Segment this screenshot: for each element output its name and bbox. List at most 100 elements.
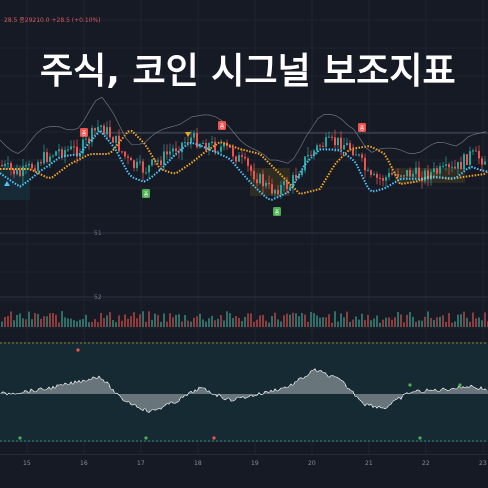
- volume-bar: [25, 319, 27, 327]
- candle-body: [343, 145, 345, 150]
- volume-bar: [475, 318, 477, 327]
- candle-body: [349, 143, 351, 150]
- volume-bar: [199, 313, 201, 327]
- candle-body: [265, 182, 267, 187]
- candle-body: [436, 168, 438, 174]
- candle-body: [307, 154, 309, 157]
- volume-bar: [31, 319, 33, 327]
- volume-bar: [262, 314, 264, 327]
- volume-bar: [340, 313, 342, 327]
- volume-bar: [430, 317, 432, 327]
- candle-body: [238, 155, 240, 162]
- candle-body: [313, 150, 315, 156]
- volume-bar: [367, 314, 369, 327]
- trend-arrow: [185, 132, 191, 137]
- volume-bar: [415, 321, 417, 327]
- volume-bar: [391, 319, 393, 327]
- candle-body: [127, 156, 129, 158]
- sell-signal-label: 종: [82, 131, 87, 137]
- time-label: 18: [194, 460, 202, 467]
- volume-bar: [292, 312, 294, 327]
- candle-body: [22, 166, 24, 176]
- volume-bar: [346, 311, 348, 327]
- volume-bar: [214, 320, 216, 327]
- volume-bar: [61, 311, 63, 327]
- volume-bar: [121, 320, 123, 327]
- volume-bar: [148, 311, 150, 327]
- candle-body: [388, 172, 390, 178]
- candle-body: [211, 141, 213, 144]
- candle-body: [454, 166, 456, 169]
- candle-body: [469, 151, 471, 165]
- candle-body: [124, 151, 126, 157]
- candle-body: [397, 173, 399, 177]
- oscillator-signal-dot: [418, 436, 422, 440]
- candle-body: [139, 161, 141, 163]
- candle-body: [409, 170, 411, 177]
- volume-bar: [301, 312, 303, 327]
- candle-body: [256, 179, 258, 184]
- volume-bar: [304, 314, 306, 327]
- volume-bar: [295, 313, 297, 327]
- oscillator-signal-dot: [144, 436, 148, 440]
- volume-bar: [421, 320, 423, 327]
- trend-arrow: [4, 181, 10, 186]
- volume-bar: [178, 314, 180, 327]
- candle-body: [355, 154, 357, 156]
- oscillator-signal-dot: [408, 383, 412, 387]
- volume-bar: [226, 311, 228, 327]
- volume-bar: [457, 314, 459, 327]
- volume-bar: [448, 313, 450, 327]
- candle-body: [10, 163, 12, 170]
- candle-body: [19, 169, 21, 176]
- volume-bar: [229, 313, 231, 327]
- candle-body: [295, 174, 297, 179]
- candle-body: [67, 149, 69, 151]
- volume-bar: [484, 312, 486, 327]
- volume-bar: [337, 321, 339, 327]
- volume-bar: [142, 311, 144, 327]
- volume-bar: [10, 311, 12, 327]
- candle-body: [1, 165, 3, 166]
- candle-body: [202, 142, 204, 144]
- time-label: 16: [80, 460, 88, 467]
- candle-body: [40, 162, 42, 164]
- volume-bar: [85, 314, 87, 327]
- volume-bar: [166, 321, 168, 327]
- candle-body: [223, 142, 225, 147]
- candle-body: [283, 181, 285, 185]
- volume-bar: [460, 314, 462, 327]
- volume-bar: [451, 322, 453, 327]
- candle-body: [208, 143, 210, 151]
- volume-bar: [217, 318, 219, 327]
- candle-body: [109, 127, 111, 138]
- volume-bar: [442, 315, 444, 327]
- volume-bar: [163, 313, 165, 327]
- volume-bar: [244, 316, 246, 327]
- candle-body: [358, 154, 360, 156]
- candle-body: [403, 175, 405, 177]
- volume-bar: [160, 321, 162, 327]
- candle-body: [235, 156, 237, 162]
- time-axis[interactable]: 15 16 17 18 19 20 21 22 23: [0, 454, 488, 488]
- volume-bar: [94, 319, 96, 327]
- candle-body: [457, 161, 459, 169]
- volume-bar: [52, 312, 54, 327]
- volume-bar: [433, 320, 435, 327]
- volume-bar: [379, 322, 381, 327]
- candle-body: [259, 174, 261, 184]
- candle-body: [160, 160, 162, 165]
- price-label-51: 51: [94, 230, 102, 237]
- candle-body: [4, 163, 6, 166]
- volume-bar: [277, 319, 279, 327]
- volume-bar: [49, 313, 51, 327]
- price-label-52: 52: [94, 294, 102, 301]
- volume-bar: [418, 320, 420, 327]
- volume-bar: [40, 318, 42, 327]
- volume-bar: [376, 315, 378, 327]
- page-title: 주식, 코인 시그널 보조지표: [40, 51, 456, 92]
- sell-signal-marker: [218, 121, 226, 130]
- time-label: 17: [137, 460, 145, 467]
